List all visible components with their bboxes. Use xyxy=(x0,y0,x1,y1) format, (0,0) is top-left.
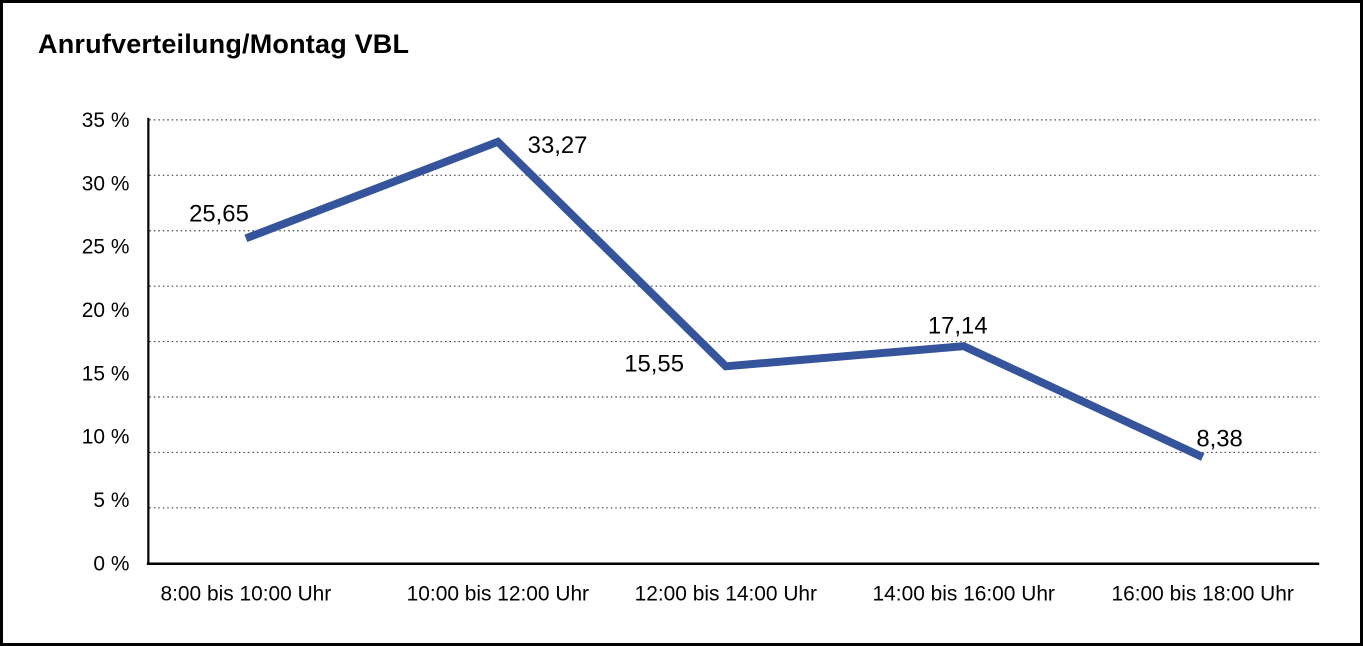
data-label: 8,38 xyxy=(1196,425,1243,452)
x-tick-label: 12:00 bis 14:00 Uhr xyxy=(635,583,817,606)
y-tick-label: 35 % xyxy=(82,109,130,132)
x-tick-label: 8:00 bis 10:00 Uhr xyxy=(161,583,332,606)
data-label: 25,65 xyxy=(189,201,249,228)
series-line xyxy=(244,137,1205,461)
y-tick-label: 5 % xyxy=(93,489,129,512)
chart-title: Anrufverteilung/Montag VBL xyxy=(38,29,410,59)
data-label: 17,14 xyxy=(928,312,988,339)
x-tick-label: 10:00 bis 12:00 Uhr xyxy=(407,583,589,606)
x-tick-label: 16:00 bis 18:00 Uhr xyxy=(1111,583,1293,606)
y-tick-label: 15 % xyxy=(82,362,130,385)
data-label: 33,27 xyxy=(528,132,588,159)
line-chart: 35 % 30 % 25 % 20 % 15 % 10 % 5 % 0 % 8:00 bis 1… xyxy=(82,109,1320,606)
y-tick-label: 25 % xyxy=(82,236,130,259)
x-tick-label: 14:00 bis 16:00 Uhr xyxy=(873,583,1055,606)
data-label: 15,55 xyxy=(624,350,684,377)
y-tick-label: 20 % xyxy=(82,299,130,322)
y-tick-label: 10 % xyxy=(82,426,130,449)
y-tick-label: 0 % xyxy=(93,552,129,575)
y-tick-label: 30 % xyxy=(82,172,130,195)
